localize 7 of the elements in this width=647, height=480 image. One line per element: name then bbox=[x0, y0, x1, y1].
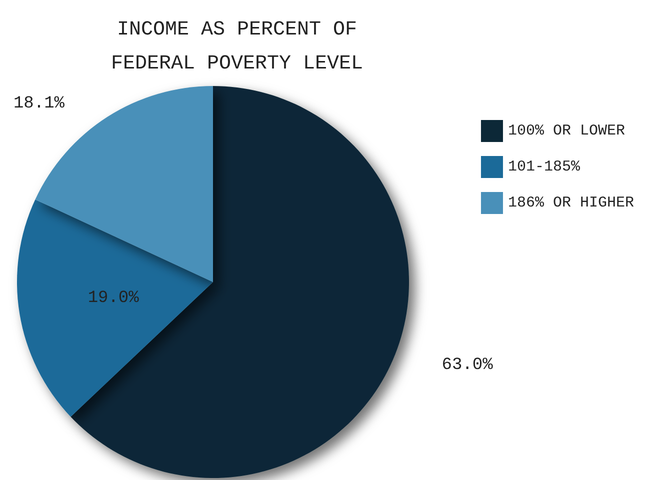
data-label: 19.0% bbox=[88, 288, 140, 308]
legend-label: 186% OR HIGHER bbox=[508, 194, 634, 212]
data-label: 63.0% bbox=[442, 356, 494, 375]
data-label: 18.1% bbox=[13, 94, 66, 114]
legend-label: 101-185% bbox=[508, 158, 581, 176]
legend-label: 100% OR LOWER bbox=[508, 122, 626, 140]
chart-title: INCOME AS PERCENT OF FEDERAL POVERTY LEVEL bbox=[110, 18, 364, 76]
